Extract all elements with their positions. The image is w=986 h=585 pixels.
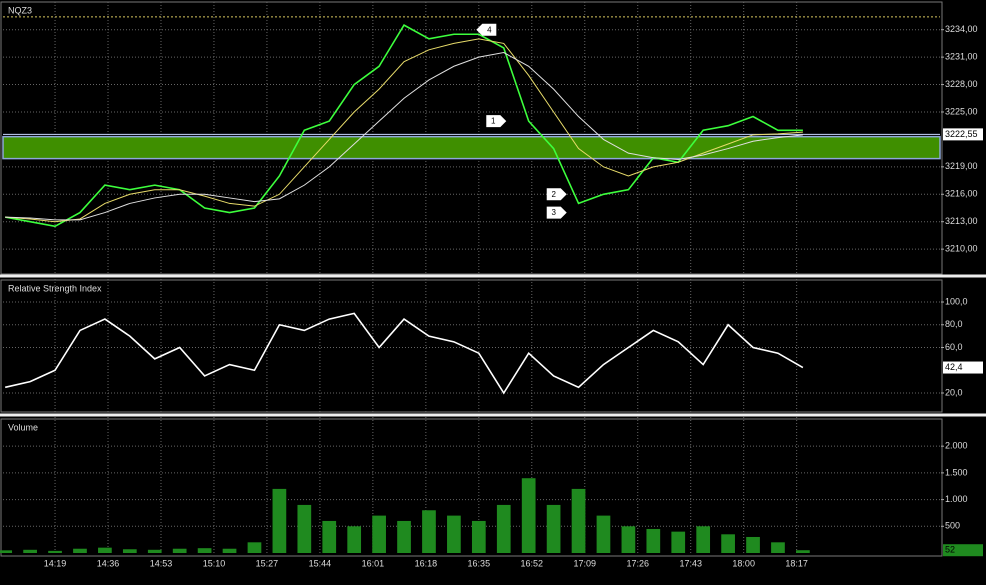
y-tick-label: 1.000 [945,494,968,504]
bar [721,534,735,553]
bar [621,526,636,553]
x-tick-label: 17:26 [626,558,649,568]
y-tick-label: 3225,00 [945,106,978,116]
y-tick-label: 3231,00 [945,51,978,61]
y-tick-label: 3210,00 [945,244,978,254]
y-tick-label: 20,0 [945,387,963,397]
annotation-label: 3 [551,208,556,217]
bar [646,528,661,553]
rsi-frame [0,279,943,413]
y-tick-label: 100,0 [945,296,968,306]
x-tick-label: 17:43 [679,558,702,568]
panel: 3234,00 3231,00 3228,00 3225,00 3219,00 3216,… [2,2,983,274]
y-tick-label: 3216,00 [945,189,978,199]
annotation-arrow [546,206,567,219]
x-tick-label: 14:36 [97,558,120,568]
last-value-box [943,544,983,557]
bar [297,504,312,553]
last-value-label: 52 [945,545,955,555]
bar [521,478,536,553]
annotation-arrow [546,188,567,201]
bar [272,488,287,553]
y-tick-label: 2.000 [945,441,968,451]
series-line [5,312,804,395]
bar [147,549,162,553]
bar [696,526,711,553]
y-tick-label: 80,0 [945,319,963,329]
x-tick-label: 17:09 [574,558,597,568]
annotation-arrow [486,115,507,128]
bar [571,488,586,553]
bar [796,550,810,553]
series-line [5,52,803,221]
bar [197,548,212,553]
bar [746,536,760,553]
series-line [5,38,803,223]
x-tick-label: 16:01 [362,558,385,568]
y-tick-label: 3228,00 [945,79,978,89]
bar [172,548,187,553]
last-value-label: 3222,55 [945,129,978,139]
series-line [5,24,803,228]
bar [447,515,461,553]
bar [122,549,137,553]
x-tick-label: 15:44 [309,558,332,568]
x-tick-label: 16:35 [468,558,491,568]
bar [98,547,112,553]
last-value-box [943,128,983,141]
x-tick-label: 16:52 [521,558,544,568]
y-tick-label: 3234,00 [945,24,978,34]
zone [2,135,941,160]
annotation-label: 4 [487,25,492,34]
x-tick-label: 14:53 [150,558,173,568]
y-tick-label: 500 [945,521,960,531]
bar [23,549,37,553]
x-tick-label: 16:18 [415,558,438,568]
bar [422,510,436,553]
x-tick-label: 14:19 [44,558,67,568]
annotation-label: 1 [491,117,496,126]
panel: 2.000 1.500 1.000 500 14:19 14:36 14:53 15:10 15… [0,417,983,568]
bar [471,520,486,553]
bar [397,520,411,553]
bar [247,542,262,553]
bar [73,548,87,553]
bar [48,550,62,553]
x-tick-label: 15:27 [256,558,279,568]
bar [596,515,611,553]
bar [671,531,686,553]
annotation-arrow [476,23,497,36]
x-tick-label: 15:10 [203,558,226,568]
bar [222,548,237,553]
x-tick-label: 18:00 [732,558,755,568]
bar [322,520,337,553]
last-value-label: 42,4 [945,362,963,372]
bar [347,526,362,553]
y-tick-label: 3219,00 [945,161,978,171]
volume-title: Volume [8,422,38,432]
last-value-box [943,361,983,374]
bar [546,504,561,553]
bar [496,504,511,553]
y-tick-label: 3213,00 [945,216,978,226]
price-frame [0,1,943,275]
bar [0,550,13,553]
annotation-label: 2 [551,190,556,199]
y-tick-label: 60,0 [945,342,963,352]
y-tick-label: 1.500 [945,467,968,477]
panel: 100,0 80,0 60,0 20,0 42,4 [3,279,983,414]
price-title: NQZ3 [8,5,32,15]
volume-frame [0,418,943,557]
bar [372,515,386,553]
x-tick-label: 18:17 [785,558,808,568]
bar [771,542,785,553]
